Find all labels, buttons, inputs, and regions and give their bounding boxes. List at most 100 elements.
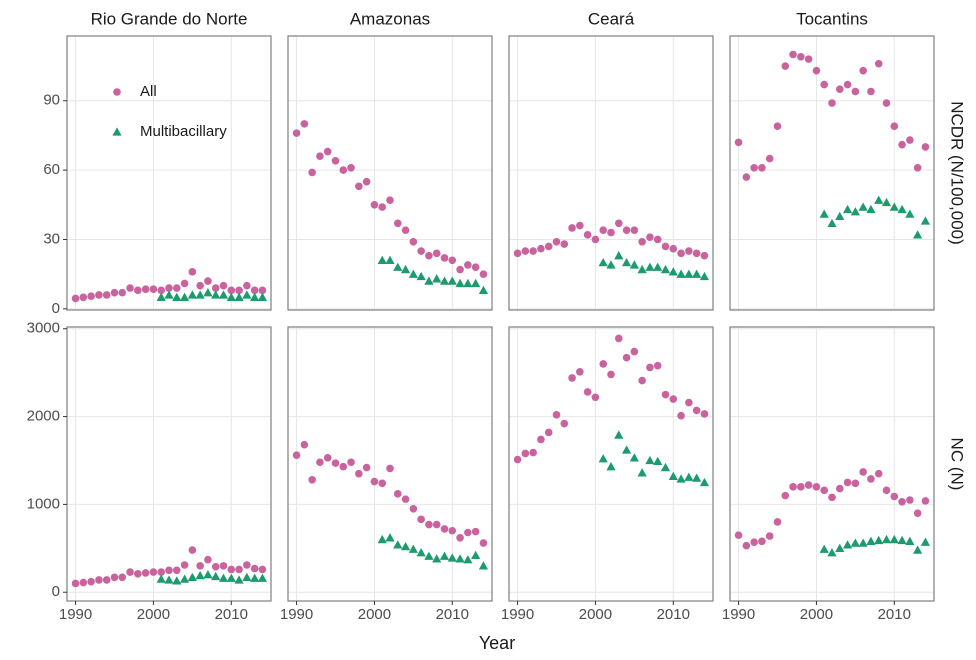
strip-label: NCDR (N/100,000): [948, 101, 967, 245]
data-point: [789, 50, 797, 59]
data-point: [400, 264, 411, 274]
y-tick-label: 0: [52, 583, 60, 600]
data-point: [156, 292, 166, 301]
data-point: [765, 532, 774, 540]
data-point: [323, 147, 332, 156]
data-point: [95, 576, 103, 584]
data-point: [889, 202, 899, 211]
data-point: [835, 211, 845, 221]
data-point: [370, 477, 379, 486]
data-point: [866, 536, 876, 545]
panel-border: [287, 326, 493, 602]
data-point: [250, 564, 259, 573]
data-point: [734, 531, 743, 539]
data-point: [339, 462, 348, 471]
data-point: [750, 163, 758, 172]
data-point: [850, 538, 860, 547]
panel-background: [67, 36, 271, 310]
data-point: [621, 257, 632, 267]
data-point: [456, 265, 464, 274]
data-point: [134, 569, 142, 578]
data-point: [614, 251, 624, 260]
data-point: [172, 292, 182, 301]
data-point: [386, 464, 394, 473]
data-point: [742, 541, 751, 550]
data-point: [71, 294, 80, 303]
data-point: [401, 495, 410, 503]
data-point: [355, 469, 363, 478]
data-point: [218, 290, 229, 299]
data-point: [874, 195, 884, 204]
data-point: [661, 390, 670, 399]
data-point: [835, 85, 844, 93]
data-point: [843, 478, 852, 487]
data-point: [362, 463, 371, 472]
data-point: [684, 269, 694, 278]
data-point: [242, 572, 252, 581]
x-tick-label: 1990: [59, 606, 92, 623]
data-point: [692, 473, 702, 482]
data-point: [638, 237, 646, 246]
data-point: [890, 122, 899, 130]
data-point: [219, 281, 228, 290]
x-tick-label: 2010: [436, 606, 469, 623]
data-point: [685, 247, 693, 255]
data-point: [134, 286, 142, 295]
data-point: [913, 163, 922, 172]
data-point: [622, 353, 631, 362]
data-point: [637, 468, 647, 477]
data-point: [646, 233, 654, 241]
x-tick-label: 2010: [657, 606, 690, 623]
data-point: [479, 539, 488, 547]
data-point: [308, 476, 316, 484]
data-point: [455, 554, 465, 563]
data-point: [195, 290, 205, 299]
data-point: [537, 244, 545, 253]
data-point: [742, 173, 751, 181]
data-point: [172, 566, 181, 575]
data-point: [432, 274, 442, 283]
data-point: [316, 458, 324, 467]
data-point: [226, 292, 236, 301]
data-point: [897, 535, 907, 545]
data-point: [102, 576, 111, 584]
data-point: [439, 276, 450, 285]
data-point: [219, 562, 228, 570]
strip-label: NC (N): [948, 438, 967, 491]
data-point: [828, 493, 836, 502]
data-point: [196, 281, 204, 290]
data-point: [913, 230, 923, 239]
data-point: [126, 568, 134, 576]
data-point: [789, 483, 797, 491]
data-point: [773, 518, 782, 526]
data-point: [355, 182, 363, 191]
data-point: [646, 363, 654, 372]
data-point: [622, 226, 631, 235]
x-tick-label: 1990: [722, 606, 755, 623]
data-point: [660, 462, 671, 472]
data-point: [629, 260, 639, 269]
data-point: [385, 533, 395, 542]
data-point: [432, 554, 442, 563]
data-point: [378, 479, 387, 488]
data-point: [699, 271, 710, 281]
data-point: [447, 276, 457, 285]
data-point: [479, 270, 488, 278]
data-point: [668, 267, 678, 276]
data-point: [552, 237, 561, 246]
data-point: [331, 157, 340, 165]
y-tick-label: 2000: [27, 408, 60, 425]
data-point: [242, 290, 252, 299]
data-point: [196, 562, 204, 570]
data-point: [835, 484, 844, 493]
data-point: [203, 570, 213, 579]
data-point: [676, 269, 686, 278]
data-point: [890, 492, 899, 501]
data-point: [781, 491, 790, 500]
data-point: [408, 544, 418, 553]
data-point: [417, 247, 425, 255]
data-point: [653, 262, 663, 271]
data-point: [812, 483, 821, 491]
data-point: [464, 261, 472, 269]
data-point: [874, 535, 884, 545]
